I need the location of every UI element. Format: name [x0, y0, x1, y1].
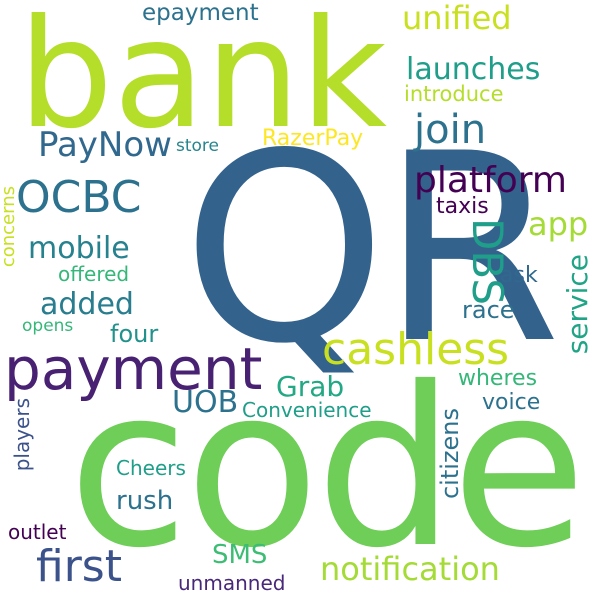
word-citizens: citizens: [436, 408, 464, 500]
word-join: join: [414, 107, 487, 153]
word-introduce: introduce: [404, 82, 504, 106]
word-opens: opens: [22, 316, 74, 336]
word-ocbc: OCBC: [16, 172, 142, 223]
word-uob: UOB: [172, 385, 239, 420]
word-outlet: outlet: [8, 520, 67, 544]
word-mobile: mobile: [28, 231, 130, 266]
word-payment: payment: [4, 335, 263, 403]
word-service: service: [561, 254, 594, 355]
word-store: store: [176, 136, 219, 156]
word-cashless: cashless: [322, 324, 510, 375]
word-ask: ask: [500, 263, 538, 288]
word-convenience: Convenience: [242, 398, 372, 422]
word-sms: SMS: [212, 540, 268, 570]
word-voice: voice: [482, 390, 541, 415]
word-race: race: [462, 296, 515, 324]
word-epayment: epayment: [142, 0, 259, 26]
word-qr: QR: [182, 99, 561, 401]
word-razerpay: RazerPay: [262, 126, 364, 151]
word-dbs: DBS: [463, 218, 512, 306]
word-players: players: [10, 398, 34, 472]
word-cheers: Cheers: [116, 456, 186, 480]
word-first: first: [36, 541, 122, 592]
word-concerns: concerns: [0, 186, 19, 268]
word-grab: Grab: [276, 370, 345, 403]
word-unified: unified: [402, 0, 512, 37]
word-platform: platform: [414, 160, 567, 201]
word-code: code: [68, 340, 587, 596]
word-four: four: [110, 320, 159, 348]
word-bank: bank: [18, 0, 388, 162]
word-offered: offered: [58, 262, 130, 286]
word-unmanned: unmanned: [178, 571, 286, 595]
word-app: app: [528, 205, 589, 243]
word-wheres: wheres: [458, 366, 538, 391]
word-paynow: PayNow: [38, 125, 172, 165]
word-notification: notification: [320, 550, 500, 588]
word-added: added: [40, 287, 134, 322]
word-rush: rush: [116, 486, 174, 516]
word-launches: launches: [406, 52, 541, 87]
word-taxis: taxis: [436, 194, 489, 219]
